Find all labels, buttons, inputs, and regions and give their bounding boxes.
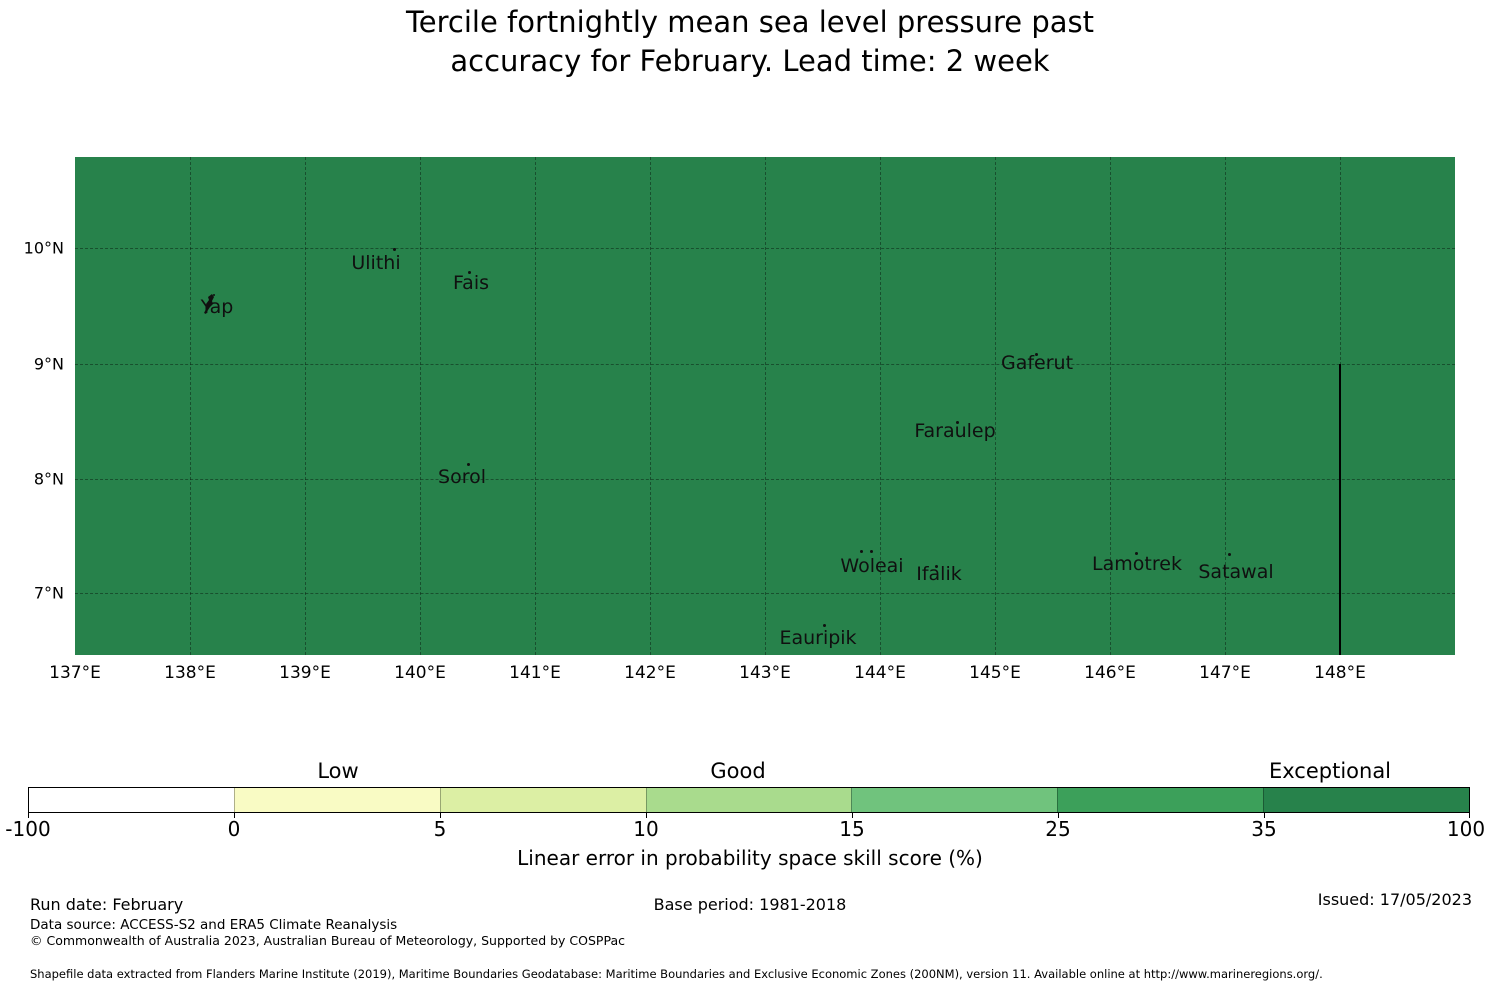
colorbar-category-low: Low — [317, 759, 359, 783]
x-tick-137e: 137°E — [49, 663, 101, 683]
gridline-147e — [1225, 157, 1226, 655]
colorbar-segment-2 — [233, 788, 440, 812]
colorbar-tickmark — [440, 813, 441, 818]
colorbar-segment-6 — [1057, 788, 1264, 812]
island-dot-faraulep — [956, 421, 959, 424]
island-dot-ifalik — [935, 565, 938, 568]
gridline-139e — [305, 157, 306, 655]
island-label-ifalik: Ifalik — [916, 563, 962, 585]
island-label-faraulep: Faraulep — [914, 420, 996, 442]
gridline-145e — [995, 157, 996, 655]
colorbar-axis-label: Linear error in probability space skill … — [517, 846, 983, 870]
x-tick-147e: 147°E — [1199, 663, 1251, 683]
island-dot-ulithi — [393, 248, 396, 251]
colorbar-segment-7 — [1263, 788, 1470, 812]
x-tick-143e: 143°E — [739, 663, 791, 683]
colorbar-tick-100: 100 — [1446, 817, 1486, 841]
colorbar-tick-25: 25 — [1045, 817, 1071, 841]
island-dot-woleai-1 — [860, 550, 863, 553]
y-tick-7n: 7°N — [33, 583, 64, 603]
island-dot-woleai-2 — [870, 550, 873, 553]
data-source-text: Data source: ACCESS-S2 and ERA5 Climate … — [30, 917, 398, 933]
island-label-woleai: Woleai — [840, 555, 904, 577]
island-label-yap: Yap — [200, 296, 234, 318]
colorbar-tickmark — [1058, 813, 1059, 818]
title-line-2: accuracy for February. Lead time: 2 week — [450, 44, 1050, 78]
issued-date-text: Issued: 17/05/2023 — [1317, 890, 1472, 909]
page-title: Tercile fortnightly mean sea level press… — [0, 3, 1500, 81]
island-label-sorol: Sorol — [438, 466, 486, 488]
colorbar-tick-0: 0 — [227, 817, 241, 841]
colorbar-tickmark — [1469, 813, 1470, 818]
gridline-142e — [650, 157, 651, 655]
colorbar-category-good: Good — [710, 759, 766, 783]
colorbar-tickmark — [646, 813, 647, 818]
island-label-satawal: Satawal — [1198, 561, 1274, 583]
island-label-eauripik: Eauripik — [779, 627, 857, 649]
colorbar-segment-3 — [439, 788, 646, 812]
base-period-text: Base period: 1981-2018 — [653, 895, 847, 914]
x-tick-141e: 141°E — [509, 663, 561, 683]
x-tick-142e: 142°E — [624, 663, 676, 683]
gridline-144e — [880, 157, 881, 655]
gridline-10n — [75, 248, 1455, 249]
island-label-ulithi: Ulithi — [351, 252, 401, 274]
colorbar-tickmark — [28, 813, 29, 818]
yap-island-shape — [204, 294, 215, 314]
map-plot: Yap Ulithi Fais Sorol Gaferut Faraulep W… — [75, 157, 1455, 655]
colorbar-tick-35: 35 — [1251, 817, 1277, 841]
island-dot-fais — [468, 271, 471, 274]
colorbar-tick-5: 5 — [433, 817, 447, 841]
x-tick-146e: 146°E — [1084, 663, 1136, 683]
gridline-9n — [75, 364, 1455, 365]
gridline-8n — [75, 479, 1455, 480]
gridline-138e — [190, 157, 191, 655]
run-date-text: Run date: February — [30, 895, 184, 914]
x-tick-140e: 140°E — [394, 663, 446, 683]
y-tick-8n: 8°N — [33, 469, 64, 489]
x-tick-138e: 138°E — [164, 663, 216, 683]
island-dot-eauripik — [823, 624, 826, 627]
colorbar-category-exceptional: Exceptional — [1268, 759, 1392, 783]
colorbar-tickmark — [852, 813, 853, 818]
colorbar-tick-neg100: -100 — [5, 817, 51, 841]
island-label-gaferut: Gaferut — [1000, 352, 1074, 374]
island-label-fais: Fais — [452, 272, 490, 294]
island-dot-lamotrek — [1135, 552, 1138, 555]
island-label-lamotrek: Lamotrek — [1092, 553, 1182, 575]
colorbar-tickmark — [234, 813, 235, 818]
colorbar — [28, 787, 1470, 813]
colorbar-tick-15: 15 — [839, 817, 865, 841]
shapefile-note-text: Shapefile data extracted from Flanders M… — [30, 967, 1323, 981]
island-dot-gaferut — [1035, 353, 1038, 356]
x-tick-145e: 145°E — [969, 663, 1021, 683]
gridline-140e — [420, 157, 421, 655]
eez-boundary-line — [1339, 364, 1341, 655]
colorbar-tick-10: 10 — [633, 817, 659, 841]
gridline-141e — [535, 157, 536, 655]
y-tick-9n: 9°N — [33, 354, 64, 374]
gridline-146e — [1110, 157, 1111, 655]
gridline-7n — [75, 593, 1455, 594]
gridline-143e — [765, 157, 766, 655]
x-tick-144e: 144°E — [854, 663, 906, 683]
x-tick-148e: 148°E — [1314, 663, 1366, 683]
island-dot-satawal — [1228, 553, 1231, 556]
y-tick-10n: 10°N — [23, 238, 64, 258]
colorbar-segment-4 — [645, 788, 852, 812]
copyright-text: © Commonwealth of Australia 2023, Austra… — [30, 933, 625, 948]
colorbar-segment-1 — [29, 788, 234, 812]
x-tick-139e: 139°E — [279, 663, 331, 683]
title-line-1: Tercile fortnightly mean sea level press… — [405, 5, 1095, 39]
colorbar-segment-5 — [851, 788, 1058, 812]
island-dot-sorol — [467, 463, 470, 466]
colorbar-tickmark — [1264, 813, 1265, 818]
